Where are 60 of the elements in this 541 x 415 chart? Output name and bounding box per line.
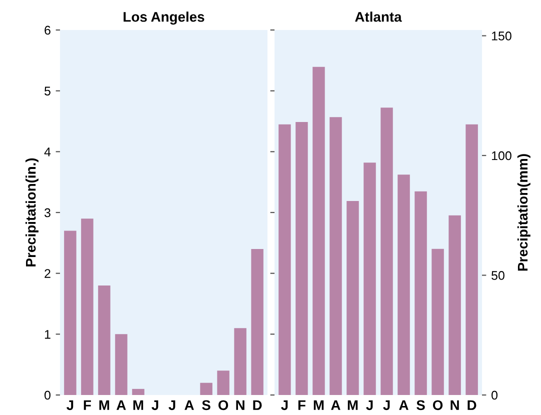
x-tick-label: D (468, 400, 476, 410)
x-tick-label: S (202, 400, 210, 410)
bar (132, 388, 144, 395)
x-tick-label: A (331, 400, 340, 410)
x-tick-label: J (366, 400, 373, 410)
x-tick-label: D (253, 400, 262, 410)
bar (64, 230, 76, 395)
y2-tick-label: 0 (492, 390, 498, 400)
x-tick-label: J (168, 400, 176, 410)
bar (296, 122, 308, 395)
x-tick-label: J (152, 400, 158, 410)
x-tick-label: F (298, 400, 306, 410)
bar (115, 334, 128, 395)
y-tick-label: 2 (44, 269, 50, 278)
bar (200, 382, 212, 395)
y-tick-label: 4 (44, 148, 51, 156)
y-tick-label: 1 (44, 330, 50, 339)
bar (330, 117, 342, 395)
y-tick-label: 3 (44, 208, 50, 218)
bar (81, 218, 94, 395)
bar (364, 162, 376, 395)
bar (414, 191, 427, 395)
bar (448, 215, 461, 395)
x-tick-label: J (281, 400, 288, 410)
bar (98, 286, 110, 395)
bar (251, 249, 264, 395)
y2-axis-title: Precipitation(mm) (517, 154, 530, 271)
bar (217, 370, 230, 395)
y-tick-label: 6 (44, 26, 50, 35)
y-tick-label: 5 (44, 86, 50, 96)
x-tick-label: F (84, 400, 91, 410)
x-tick-label: A (399, 400, 408, 410)
y2-tick-label: 50 (492, 271, 504, 280)
x-tick-label: M (133, 400, 144, 410)
bar (278, 124, 291, 395)
y2-tick-label: 100 (492, 151, 512, 160)
x-tick-label: O (432, 400, 443, 410)
y-axis-title: Precipitation(in.) (26, 158, 38, 266)
chart-title: Los Angeles (124, 12, 204, 25)
x-tick-label: M (348, 400, 358, 410)
x-tick-label: M (99, 400, 110, 410)
x-tick-label: J (383, 400, 390, 410)
y2-tick-label: 150 (492, 32, 512, 40)
y-tick-label: 0 (44, 390, 50, 400)
bar (466, 124, 478, 395)
bar (380, 108, 393, 395)
x-tick-label: A (116, 400, 126, 410)
x-tick-label: O (218, 400, 228, 410)
bar (346, 201, 359, 395)
bar (312, 66, 325, 395)
bar (398, 174, 410, 395)
x-tick-label: S (416, 400, 425, 410)
x-tick-label: J (66, 400, 74, 410)
x-tick-label: N (236, 400, 244, 410)
chart-title: Atlanta (355, 12, 402, 22)
x-tick-label: A (184, 400, 194, 410)
bar (432, 248, 444, 395)
x-tick-label: M (314, 400, 324, 410)
x-tick-label: N (450, 400, 459, 410)
bar (234, 328, 246, 395)
